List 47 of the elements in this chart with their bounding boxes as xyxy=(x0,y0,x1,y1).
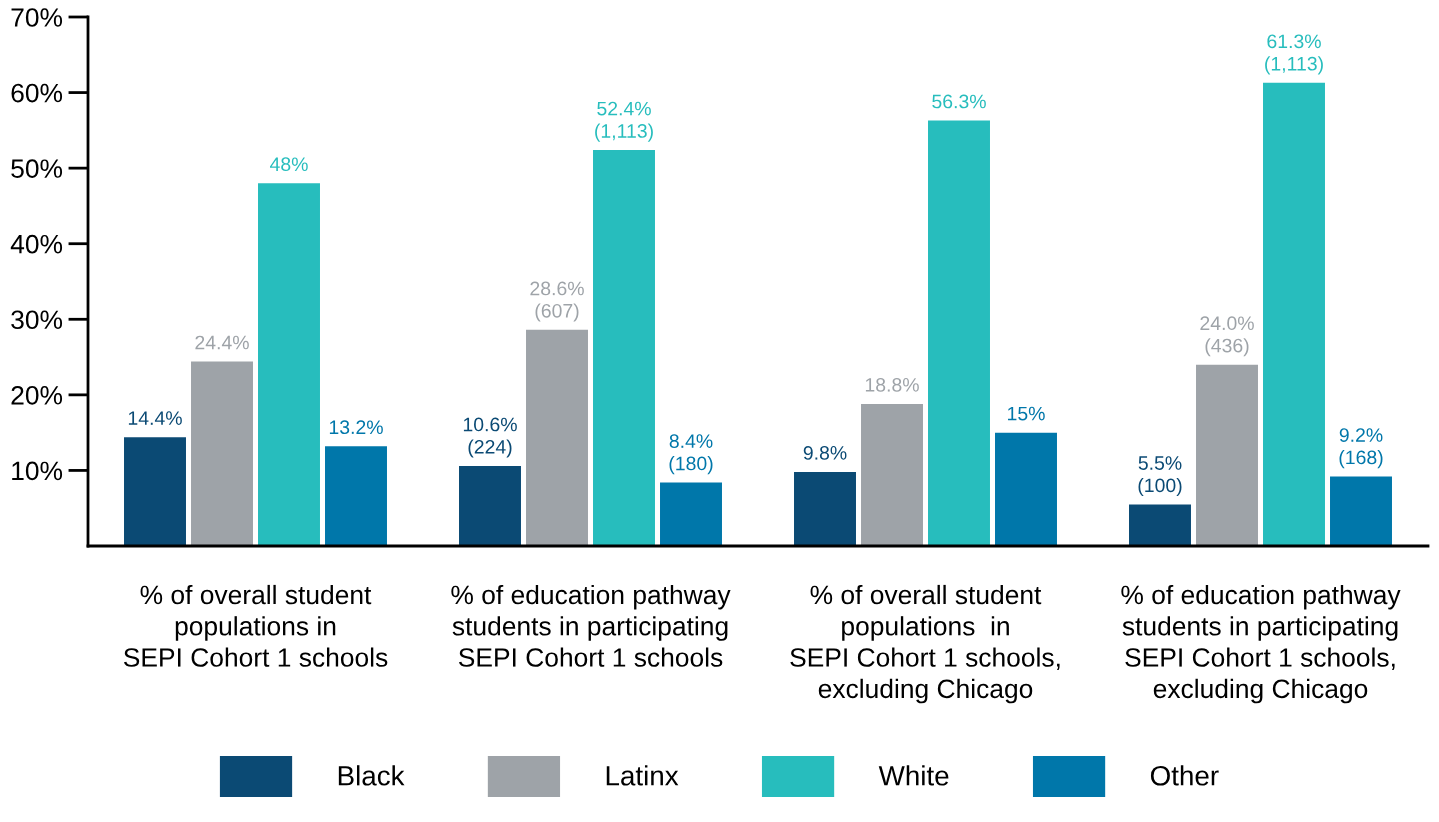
data-label: 9.2% (168) xyxy=(1339,428,1383,469)
y-tick-label: 20% xyxy=(11,385,63,405)
legend-label: Black xyxy=(338,765,405,786)
data-label: 61.3% (1,113) xyxy=(1265,34,1323,75)
bar xyxy=(794,471,856,546)
bar xyxy=(526,329,588,546)
data-label: 13.2% xyxy=(329,420,383,435)
bar xyxy=(459,465,521,546)
data-label: 24.4% xyxy=(195,335,249,350)
data-label: 10.6% (224) xyxy=(463,417,517,458)
data-label: 48% xyxy=(269,157,308,172)
bar xyxy=(1263,82,1325,546)
bar xyxy=(1129,504,1191,546)
x-tick-label: % of overall student populations in SEPI Cohort 1 schools, excluding Chicago xyxy=(790,584,1060,704)
data-label: 56.3% xyxy=(932,94,986,109)
data-label: 28.6% (607) xyxy=(530,281,584,322)
data-label: 18.8% xyxy=(865,377,919,392)
legend-label: Other xyxy=(1150,765,1219,786)
bar xyxy=(124,437,186,546)
data-label: 52.4% (1,113) xyxy=(595,101,653,142)
data-label: 24.0% (436) xyxy=(1200,316,1254,357)
bar xyxy=(928,120,990,546)
data-label: 14.4% xyxy=(128,411,182,425)
legend-label: White xyxy=(878,765,949,786)
bar xyxy=(1330,476,1392,546)
bar xyxy=(1196,364,1258,546)
y-tick-label: 10% xyxy=(12,461,63,481)
data-label: 9.8% xyxy=(803,445,847,460)
bar xyxy=(258,183,320,546)
legend-label: Latinx xyxy=(606,765,679,786)
bar xyxy=(995,432,1057,546)
y-tick-label: 60% xyxy=(11,83,63,103)
x-tick-label: % of overall student populations in SEPI Cohort 1 schools xyxy=(123,584,388,667)
y-tick-label: 30% xyxy=(11,310,63,330)
data-label: 8.4% (180) xyxy=(669,434,713,475)
bar xyxy=(191,361,253,546)
bar xyxy=(861,403,923,546)
data-label: 15% xyxy=(1008,406,1045,421)
bar xyxy=(660,482,722,546)
y-tick-label: 50% xyxy=(11,159,63,178)
y-tick-label: 70% xyxy=(11,8,63,27)
x-tick-label: % of education pathway students in participating SEPI Cohort 1 schools xyxy=(451,584,731,667)
x-tick-label: % of education pathway students in participating SEPI Cohort 1 schools, excluding Chicago xyxy=(1121,584,1401,704)
y-tick-label: 40% xyxy=(10,234,63,254)
bar xyxy=(593,150,655,546)
bar xyxy=(325,446,387,546)
data-label: 5.5% (100) xyxy=(1138,456,1182,497)
